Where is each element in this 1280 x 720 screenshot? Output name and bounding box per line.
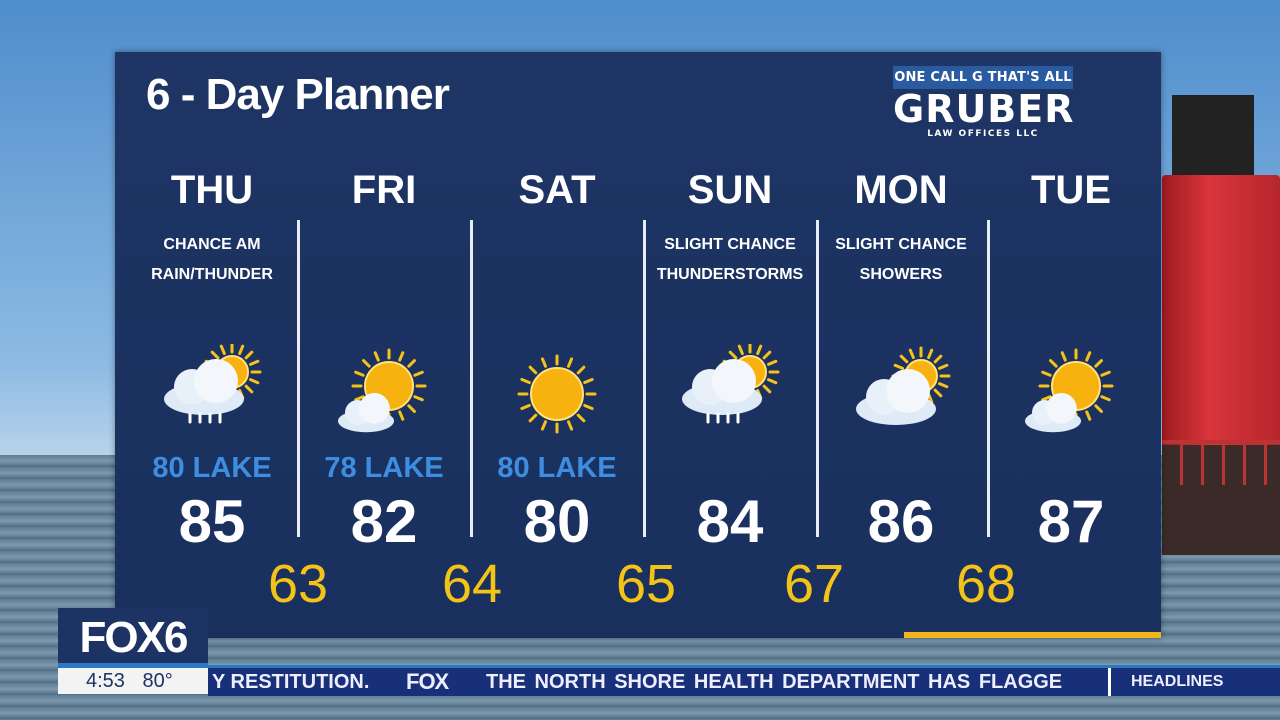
cloud-icon (164, 359, 244, 415)
column-divider (816, 220, 819, 537)
ticker-section: HEADLINES (1108, 668, 1223, 696)
day-forecast-thu: THU CHANCE AM RAIN/THUNDER 80 LAKE 85 (126, 168, 298, 552)
day-label: TUE (1031, 168, 1111, 212)
column-divider (643, 220, 646, 537)
ticker-text: Y RESTITUTION. (212, 671, 370, 693)
pier-railing (1162, 440, 1280, 485)
high-temp: 84 (696, 488, 764, 555)
high-temp: 85 (178, 488, 246, 555)
high-temp: 87 (1037, 488, 1105, 555)
low-temp: 68 (955, 554, 1017, 614)
high-temp: 80 (523, 488, 591, 555)
column-divider (297, 220, 300, 537)
day-forecast-sat: SAT 80 LAKE 80 (471, 168, 643, 552)
day-forecast-fri: FRI 78 LAKE 82 (298, 168, 470, 552)
sponsor-logo: ONE CALL G THAT'S ALL GRUBER LAW OFFICES… (893, 66, 1074, 139)
condition-text: CHANCE AM RAIN/THUNDER (151, 236, 273, 283)
time-temp: 4:53 80° (58, 668, 208, 694)
accent-bar (904, 632, 1161, 638)
low-temp: 67 (783, 554, 845, 614)
weather-icon-rain-sun (644, 344, 816, 444)
day-forecast-sun: SUN SLIGHT CHANCE THUNDERSTORMS 84 (644, 168, 816, 552)
day-label: MON (854, 168, 948, 212)
condition-text (298, 224, 470, 344)
lighthouse (1162, 175, 1280, 445)
news-ticker: Y RESTITUTION. FOX THE NORTH SHORE HEALT… (208, 665, 1280, 696)
lake-temp: 80 LAKE (497, 452, 617, 484)
day-label: THU (170, 168, 254, 212)
rain-icon (706, 412, 740, 424)
low-temp: 64 (441, 554, 503, 614)
lake-temp (644, 452, 816, 492)
lighthouse-lantern (1172, 95, 1254, 180)
weather-icon-sun-cloud (298, 344, 470, 444)
low-temp: 65 (615, 554, 677, 614)
lake-temp: 80 LAKE (152, 452, 272, 484)
column-divider (470, 220, 473, 537)
condition-text: SLIGHT CHANCE THUNDERSTORMS (656, 236, 804, 283)
condition-text (471, 224, 643, 344)
cloud-icon (338, 393, 394, 433)
day-forecast-mon: MON SLIGHT CHANCE SHOWERS 86 (815, 168, 987, 552)
weather-icon-cloud-sun (815, 344, 987, 444)
station-logo: FOX6 (58, 608, 208, 668)
weather-icon-sun-cloud (985, 344, 1157, 444)
column-divider (987, 220, 990, 537)
lake-temp: 78 LAKE (324, 452, 444, 484)
low-temp: 63 (267, 554, 329, 614)
rain-icon (188, 412, 222, 424)
weather-icon-rain-sun (126, 344, 298, 444)
day-label: SUN (687, 168, 773, 212)
forecast-panel (115, 52, 1161, 638)
day-label: SAT (518, 168, 596, 212)
day-forecast-tue: TUE 87 (985, 168, 1157, 552)
fox-logo: FOX (406, 669, 449, 694)
sun-icon (517, 354, 597, 434)
cloud-icon (856, 369, 936, 425)
lake-temp (815, 452, 987, 492)
day-label: FRI (351, 168, 417, 212)
ticker-text: THE NORTH SHORE HEALTH DEPARTMENT HAS FL… (486, 671, 1063, 693)
lake-temp (985, 452, 1157, 492)
high-temp: 86 (867, 488, 935, 555)
high-temp: 82 (350, 488, 418, 555)
cloud-icon (682, 359, 762, 415)
cloud-icon (1025, 393, 1081, 433)
page-title: 6 - Day Planner (146, 70, 450, 119)
condition-text: SLIGHT CHANCE SHOWERS (835, 236, 967, 283)
weather-icon-sun (471, 344, 643, 444)
condition-text (985, 224, 1157, 344)
